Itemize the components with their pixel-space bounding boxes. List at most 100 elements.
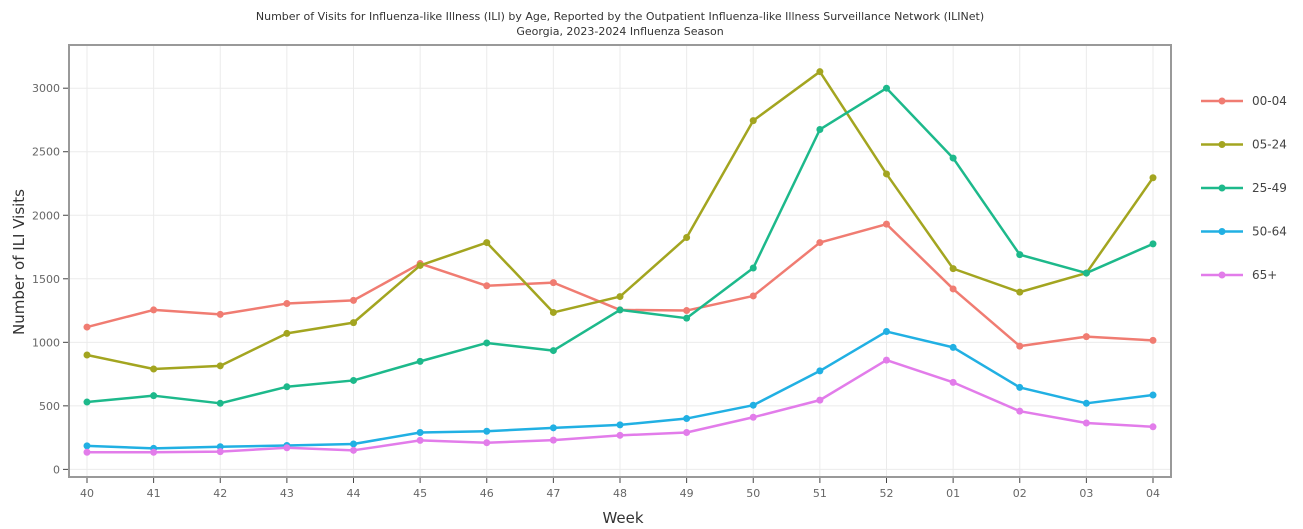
data-point[interactable]: [816, 125, 824, 133]
legend-swatch-marker: [1218, 184, 1226, 192]
data-point[interactable]: [749, 117, 757, 125]
legend-label: 50-64: [1252, 225, 1287, 239]
data-point[interactable]: [616, 306, 624, 314]
data-point[interactable]: [150, 365, 158, 373]
y-axis: 0 500 1000 1500 2000 2500 3000: [32, 82, 68, 476]
data-point[interactable]: [883, 356, 890, 364]
data-point[interactable]: [749, 413, 757, 421]
data-point[interactable]: [549, 436, 557, 444]
data-point[interactable]: [1082, 333, 1090, 341]
data-point[interactable]: [949, 285, 957, 293]
data-point[interactable]: [1082, 269, 1090, 277]
data-point[interactable]: [683, 233, 691, 241]
data-point[interactable]: [683, 307, 691, 315]
data-point[interactable]: [883, 328, 890, 336]
data-point[interactable]: [483, 339, 491, 347]
data-point[interactable]: [883, 220, 890, 228]
data-point[interactable]: [350, 296, 357, 304]
data-point[interactable]: [83, 398, 91, 406]
data-point[interactable]: [216, 362, 224, 370]
data-point[interactable]: [1016, 251, 1024, 259]
data-point[interactable]: [483, 282, 491, 290]
legend-item-65+[interactable]: 65+: [1201, 268, 1277, 282]
data-point[interactable]: [816, 239, 824, 247]
data-point[interactable]: [1016, 288, 1024, 296]
data-point[interactable]: [549, 308, 557, 316]
data-point[interactable]: [683, 415, 691, 423]
data-point[interactable]: [216, 310, 224, 318]
data-point[interactable]: [749, 292, 757, 300]
data-point[interactable]: [83, 442, 91, 450]
data-point[interactable]: [749, 264, 757, 272]
data-point[interactable]: [483, 239, 491, 247]
y-tick-label: 500: [39, 400, 60, 413]
x-axis-title: Week: [602, 509, 643, 527]
data-point[interactable]: [150, 392, 158, 400]
data-point[interactable]: [549, 424, 557, 432]
data-point[interactable]: [816, 367, 824, 375]
legend-item-25-49[interactable]: 25-49: [1201, 181, 1287, 195]
legend-item-00-04[interactable]: 00-04: [1201, 94, 1287, 108]
data-point[interactable]: [1082, 399, 1090, 407]
data-point[interactable]: [350, 440, 357, 448]
data-point[interactable]: [1149, 391, 1157, 399]
chart-title: Number of Visits for Influenza-like Illn…: [256, 10, 984, 23]
data-point[interactable]: [216, 443, 224, 451]
data-point[interactable]: [350, 376, 357, 384]
x-tick-label: 50: [746, 487, 760, 500]
data-point[interactable]: [416, 357, 424, 365]
data-point[interactable]: [216, 399, 224, 407]
series-05-24: [83, 68, 1157, 373]
data-point[interactable]: [83, 448, 91, 456]
data-point[interactable]: [949, 265, 957, 273]
data-point[interactable]: [949, 154, 957, 162]
data-point[interactable]: [483, 427, 491, 435]
data-point[interactable]: [1016, 407, 1024, 415]
data-point[interactable]: [283, 444, 291, 452]
data-point[interactable]: [150, 448, 158, 456]
data-point[interactable]: [883, 170, 890, 178]
data-point[interactable]: [83, 351, 91, 359]
data-point[interactable]: [816, 68, 824, 76]
x-tick-label: 04: [1146, 487, 1160, 500]
data-point[interactable]: [883, 84, 890, 92]
data-point[interactable]: [1149, 336, 1157, 344]
data-point[interactable]: [416, 261, 424, 269]
y-tick-label: 2500: [32, 146, 60, 159]
data-point[interactable]: [949, 343, 957, 351]
data-point[interactable]: [416, 429, 424, 437]
data-point[interactable]: [749, 401, 757, 409]
data-point[interactable]: [350, 319, 357, 327]
data-point[interactable]: [216, 448, 224, 456]
data-point[interactable]: [283, 329, 291, 337]
data-point[interactable]: [616, 421, 624, 429]
data-point[interactable]: [616, 293, 624, 301]
data-point[interactable]: [1149, 423, 1157, 431]
legend-item-05-24[interactable]: 05-24: [1201, 138, 1287, 152]
data-point[interactable]: [616, 431, 624, 439]
data-point[interactable]: [1016, 383, 1024, 391]
series-25-49: [83, 84, 1157, 407]
data-point[interactable]: [416, 436, 424, 444]
data-point[interactable]: [150, 306, 158, 314]
data-point[interactable]: [683, 314, 691, 322]
data-point[interactable]: [483, 439, 491, 447]
legend[interactable]: 00-04 05-24 25-49 50-64 65+: [1201, 94, 1287, 282]
data-point[interactable]: [1082, 419, 1090, 427]
data-point[interactable]: [1016, 342, 1024, 350]
data-point[interactable]: [816, 396, 824, 404]
data-point[interactable]: [549, 279, 557, 287]
y-axis-title: Number of ILI Visits: [10, 189, 28, 335]
legend-item-50-64[interactable]: 50-64: [1201, 225, 1287, 239]
data-point[interactable]: [683, 429, 691, 437]
data-point[interactable]: [1149, 240, 1157, 248]
data-point[interactable]: [350, 446, 357, 454]
data-point[interactable]: [949, 378, 957, 386]
x-tick-label: 41: [147, 487, 161, 500]
data-point[interactable]: [83, 323, 91, 331]
data-point[interactable]: [283, 300, 291, 308]
data-point[interactable]: [1149, 174, 1157, 182]
legend-swatch-marker: [1218, 141, 1226, 148]
data-point[interactable]: [283, 383, 291, 391]
data-point[interactable]: [549, 347, 557, 355]
